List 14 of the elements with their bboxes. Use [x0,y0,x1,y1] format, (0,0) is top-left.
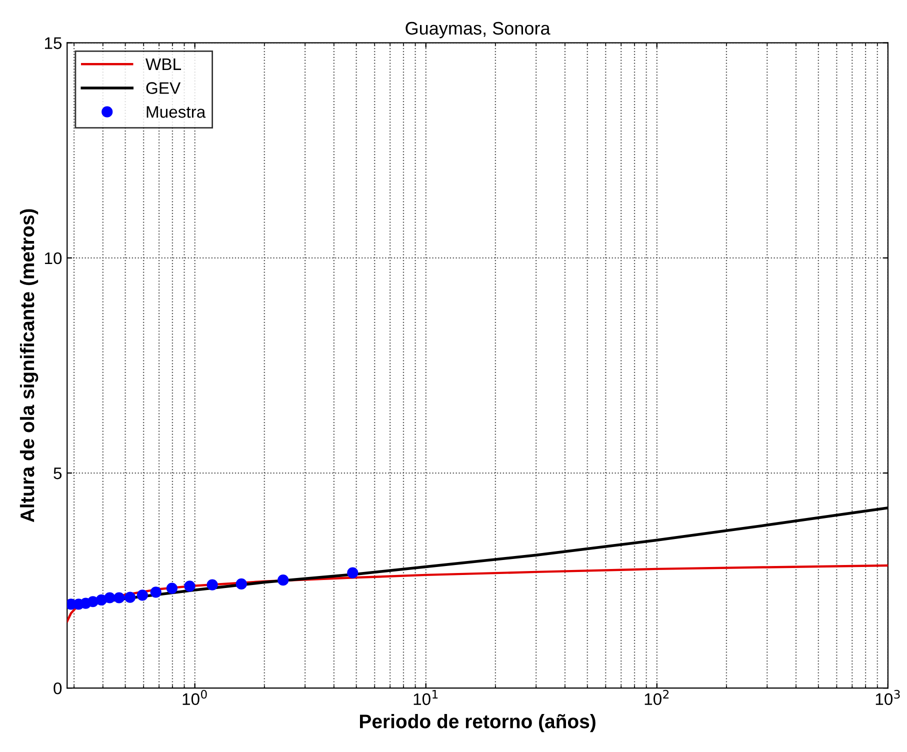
legend-label: WBL [146,58,182,70]
y-tick-label: 10 [44,252,62,264]
y-tick-label: 0 [54,682,62,694]
legend-label: GEV [146,82,181,94]
y-tick-label: 5 [54,468,62,480]
y-tick-label: 15 [44,37,62,50]
x-tick-label: 10$^{2}$ [644,690,669,706]
x-tick-label: 10$^{3}$ [876,690,900,706]
chart-title: Guaymas, Sonora [406,22,550,38]
legend-label: Muestra [146,106,206,118]
x-tick-label: 10$^{1}$ [414,690,438,706]
x-axis-title: Periodo de retorno (años) [360,714,596,732]
x-tick-label: 10$^{0}$ [182,690,207,706]
y-axis-title: Altura de ola significante (metros) [20,209,38,522]
